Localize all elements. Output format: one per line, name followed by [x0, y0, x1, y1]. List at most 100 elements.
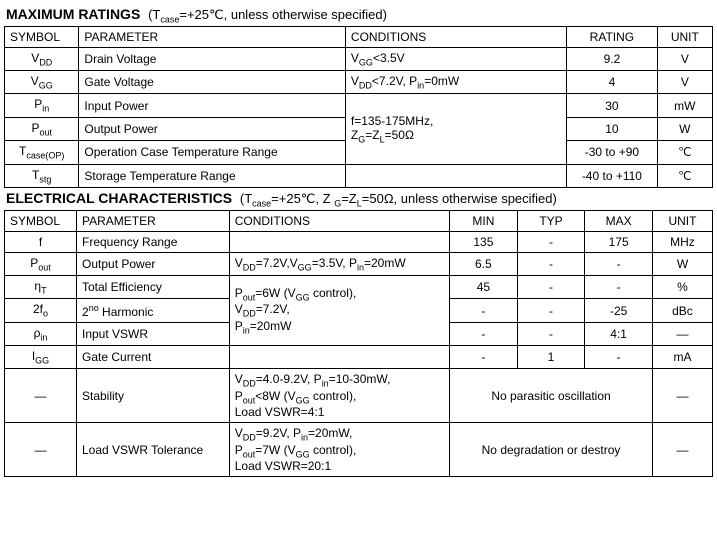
- max-ratings-table: SYMBOL PARAMETER CONDITIONS RATING UNIT …: [4, 26, 713, 188]
- header-min: MIN: [450, 210, 518, 231]
- table-row: Tstg Storage Temperature Range -40 to +1…: [5, 164, 713, 187]
- cell-min: 135: [450, 231, 518, 252]
- cell-symbol: Tstg: [5, 164, 79, 187]
- header-symbol: SYMBOL: [5, 26, 79, 47]
- cell-conditions: VDD=9.2V, Pin=20mW,Pout=7W (VGG control)…: [229, 423, 449, 477]
- title-text: ELECTRICAL CHARACTERISTICS: [6, 190, 232, 206]
- cell-unit: mA: [652, 346, 712, 369]
- cell-max: -: [585, 346, 653, 369]
- cell-parameter: Total Efficiency: [77, 275, 230, 298]
- cell-max: 4:1: [585, 322, 653, 345]
- cell-parameter: Input Power: [79, 94, 346, 117]
- cell-conditions-merged: Pout=6W (VGG control),VDD=7.2V,Pin=20mW: [229, 275, 449, 345]
- cell-conditions: VGG<3.5V: [345, 47, 566, 70]
- cell-unit: V: [657, 70, 712, 93]
- cell-parameter: Drain Voltage: [79, 47, 346, 70]
- header-unit: UNIT: [652, 210, 712, 231]
- cell-min: -: [450, 322, 518, 345]
- cell-conditions: VDD=7.2V,VGG=3.5V, Pin=20mW: [229, 252, 449, 275]
- header-unit: UNIT: [657, 26, 712, 47]
- electrical-title: ELECTRICAL CHARACTERISTICS (Tcase=+25℃, …: [6, 190, 713, 209]
- table-header-row: SYMBOL PARAMETER CONDITIONS RATING UNIT: [5, 26, 713, 47]
- cell-parameter: Storage Temperature Range: [79, 164, 346, 187]
- cell-conditions: [345, 164, 566, 187]
- cell-max: 175: [585, 231, 653, 252]
- cell-parameter: Output Power: [77, 252, 230, 275]
- cell-unit: V: [657, 47, 712, 70]
- header-conditions: CONDITIONS: [345, 26, 566, 47]
- table-row: Pout Output Power VDD=7.2V,VGG=3.5V, Pin…: [5, 252, 713, 275]
- table-row: ηT Total Efficiency Pout=6W (VGG control…: [5, 275, 713, 298]
- cell-parameter: 2no Harmonic: [77, 299, 230, 322]
- cell-unit: —: [652, 423, 712, 477]
- table-header-row: SYMBOL PARAMETER CONDITIONS MIN TYP MAX …: [5, 210, 713, 231]
- table-row: f Frequency Range 135 - 175 MHz: [5, 231, 713, 252]
- cell-parameter: Input VSWR: [77, 322, 230, 345]
- header-parameter: PARAMETER: [79, 26, 346, 47]
- cell-symbol: f: [5, 231, 77, 252]
- cell-conditions: [229, 231, 449, 252]
- cell-max: -: [585, 252, 653, 275]
- cell-parameter: Gate Voltage: [79, 70, 346, 93]
- cell-conditions: VDD=4.0-9.2V, Pin=10-30mW,Pout<8W (VGG c…: [229, 369, 449, 423]
- cell-symbol: 2fo: [5, 299, 77, 322]
- cell-unit: ℃: [657, 141, 712, 164]
- cell-parameter: Frequency Range: [77, 231, 230, 252]
- cell-parameter: Output Power: [79, 117, 346, 140]
- cell-min: 45: [450, 275, 518, 298]
- cell-unit: %: [652, 275, 712, 298]
- cell-rating: 30: [567, 94, 658, 117]
- cell-typ: -: [517, 322, 585, 345]
- table-row: VDD Drain Voltage VGG<3.5V 9.2 V: [5, 47, 713, 70]
- cell-max: -: [585, 275, 653, 298]
- header-rating: RATING: [567, 26, 658, 47]
- cell-unit: ℃: [657, 164, 712, 187]
- cell-rating: 10: [567, 117, 658, 140]
- cell-unit: mW: [657, 94, 712, 117]
- cell-symbol: Pin: [5, 94, 79, 117]
- cell-symbol: VDD: [5, 47, 79, 70]
- table-row: — Stability VDD=4.0-9.2V, Pin=10-30mW,Po…: [5, 369, 713, 423]
- cell-parameter: Load VSWR Tolerance: [77, 423, 230, 477]
- cell-symbol: ηT: [5, 275, 77, 298]
- title-condition: (Tcase=+25℃, unless otherwise specified): [148, 7, 387, 22]
- cell-rating: 4: [567, 70, 658, 93]
- cell-symbol: Pout: [5, 252, 77, 275]
- cell-symbol: VGG: [5, 70, 79, 93]
- cell-rating: -40 to +110: [567, 164, 658, 187]
- cell-parameter: Stability: [77, 369, 230, 423]
- cell-symbol: —: [5, 423, 77, 477]
- cell-symbol: IGG: [5, 346, 77, 369]
- cell-rating: -30 to +90: [567, 141, 658, 164]
- header-parameter: PARAMETER: [77, 210, 230, 231]
- cell-parameter: Gate Current: [77, 346, 230, 369]
- cell-symbol: —: [5, 369, 77, 423]
- cell-symbol: ρin: [5, 322, 77, 345]
- electrical-table: SYMBOL PARAMETER CONDITIONS MIN TYP MAX …: [4, 210, 713, 478]
- title-text: MAXIMUM RATINGS: [6, 6, 140, 22]
- cell-conditions-merged: f=135-175MHz,ZG=ZL=50Ω: [345, 94, 566, 164]
- header-max: MAX: [585, 210, 653, 231]
- cell-typ: -: [517, 231, 585, 252]
- cell-unit: W: [657, 117, 712, 140]
- table-row: — Load VSWR Tolerance VDD=9.2V, Pin=20mW…: [5, 423, 713, 477]
- cell-symbol: Pout: [5, 117, 79, 140]
- header-conditions: CONDITIONS: [229, 210, 449, 231]
- cell-typ: -: [517, 275, 585, 298]
- cell-min: 6.5: [450, 252, 518, 275]
- cell-symbol: Tcase(OP): [5, 141, 79, 164]
- cell-min: -: [450, 299, 518, 322]
- cell-conditions: [229, 346, 449, 369]
- cell-unit: dBc: [652, 299, 712, 322]
- cell-rating: 9.2: [567, 47, 658, 70]
- header-typ: TYP: [517, 210, 585, 231]
- cell-unit: —: [652, 369, 712, 423]
- table-row: Pin Input Power f=135-175MHz,ZG=ZL=50Ω 3…: [5, 94, 713, 117]
- max-ratings-title: MAXIMUM RATINGS (Tcase=+25℃, unless othe…: [6, 6, 713, 25]
- table-row: IGG Gate Current - 1 - mA: [5, 346, 713, 369]
- cell-merged: No parasitic oscillation: [450, 369, 653, 423]
- cell-unit: —: [652, 322, 712, 345]
- cell-typ: -: [517, 252, 585, 275]
- cell-typ: 1: [517, 346, 585, 369]
- cell-typ: -: [517, 299, 585, 322]
